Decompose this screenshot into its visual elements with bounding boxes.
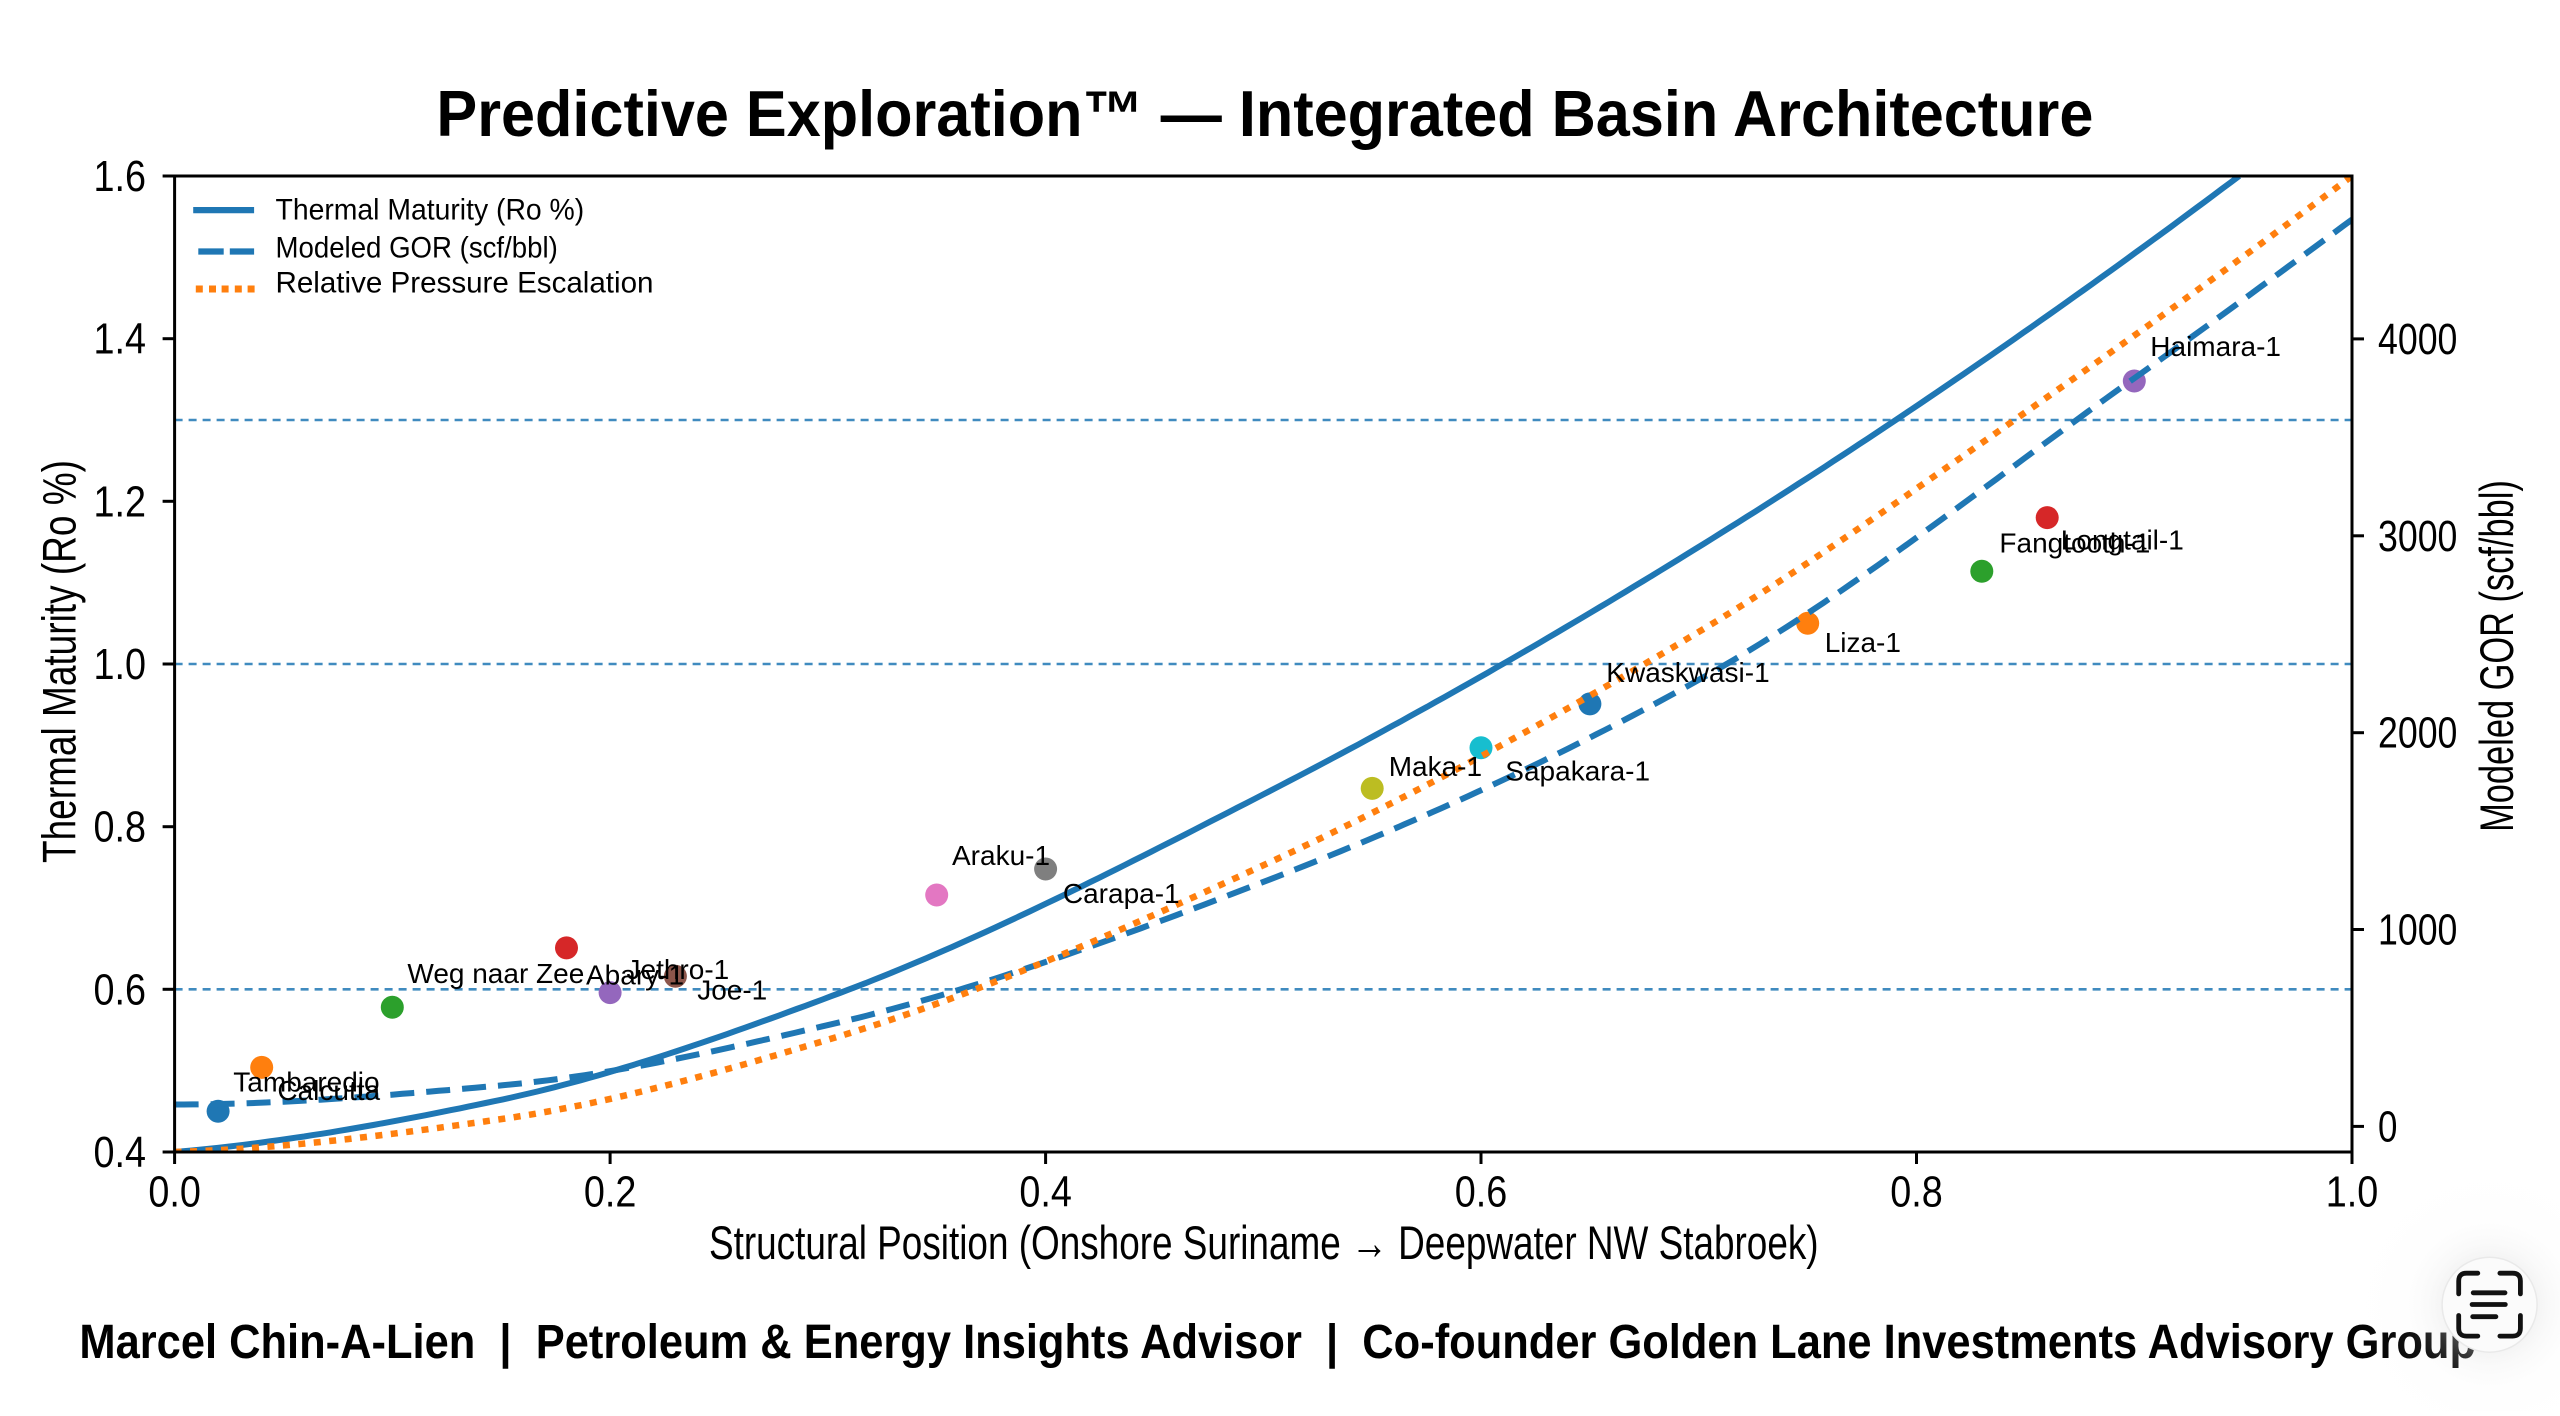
svg-text:Liza-1: Liza-1 bbox=[1825, 627, 1901, 658]
svg-text:Haimara-1: Haimara-1 bbox=[2150, 331, 2281, 362]
svg-text:0.6: 0.6 bbox=[94, 966, 147, 1014]
svg-text:0.4: 0.4 bbox=[94, 1129, 147, 1177]
svg-text:1.4: 1.4 bbox=[94, 316, 147, 364]
svg-text:Structural Position (Onshore S: Structural Position (Onshore Suriname → … bbox=[709, 1217, 1819, 1270]
svg-text:1.0: 1.0 bbox=[94, 641, 147, 689]
svg-text:1.6: 1.6 bbox=[94, 153, 147, 201]
svg-text:Araku-1: Araku-1 bbox=[952, 840, 1050, 871]
svg-text:0.6: 0.6 bbox=[1455, 1169, 1508, 1217]
svg-text:Maka-1: Maka-1 bbox=[1389, 751, 1482, 782]
svg-text:4000: 4000 bbox=[2378, 316, 2457, 364]
svg-text:Predictive Exploration™ — Inte: Predictive Exploration™ — Integrated Bas… bbox=[436, 77, 2093, 150]
svg-text:Kwaskwasi-1: Kwaskwasi-1 bbox=[1606, 657, 1769, 688]
svg-text:0.0: 0.0 bbox=[148, 1169, 201, 1217]
svg-text:0.4: 0.4 bbox=[1019, 1169, 1072, 1217]
svg-text:0.2: 0.2 bbox=[584, 1169, 637, 1217]
svg-text:Calcutta: Calcutta bbox=[277, 1075, 380, 1106]
svg-text:Fangtooth-1: Fangtooth-1 bbox=[1999, 527, 2150, 558]
svg-text:Weg naar Zee: Weg naar Zee bbox=[407, 958, 584, 989]
svg-text:Modeled GOR (scf/bbl): Modeled GOR (scf/bbl) bbox=[2471, 480, 2524, 832]
svg-text:3000: 3000 bbox=[2378, 513, 2457, 561]
svg-text:Thermal Maturity (Ro %): Thermal Maturity (Ro %) bbox=[34, 460, 87, 863]
svg-text:1.0: 1.0 bbox=[2326, 1169, 2379, 1217]
svg-text:Marcel Chin-A-Lien | Petrole: Marcel Chin-A-Lien | Petroleum & Energy … bbox=[79, 1316, 2476, 1369]
svg-text:0.8: 0.8 bbox=[94, 804, 147, 852]
svg-text:Jethro-1: Jethro-1 bbox=[627, 954, 730, 985]
svg-text:Thermal Maturity (Ro %): Thermal Maturity (Ro %) bbox=[276, 193, 585, 226]
svg-text:Abary-1: Abary-1 bbox=[586, 959, 684, 990]
svg-text:0.8: 0.8 bbox=[1890, 1169, 1943, 1217]
svg-text:1.2: 1.2 bbox=[94, 478, 147, 526]
svg-text:Modeled GOR (scf/bbl): Modeled GOR (scf/bbl) bbox=[276, 232, 558, 265]
svg-text:Sapakara-1: Sapakara-1 bbox=[1505, 755, 1650, 786]
svg-text:Tambaredjo: Tambaredjo bbox=[233, 1067, 379, 1098]
svg-text:Relative Pressure Escalation: Relative Pressure Escalation bbox=[276, 267, 654, 300]
svg-text:Carapa-1: Carapa-1 bbox=[1063, 878, 1180, 909]
svg-text:2000: 2000 bbox=[2378, 710, 2457, 758]
svg-text:Longtail-1: Longtail-1 bbox=[2061, 524, 2184, 555]
svg-text:Joe-1: Joe-1 bbox=[697, 975, 767, 1006]
svg-text:0: 0 bbox=[2378, 1103, 2397, 1151]
svg-text:1000: 1000 bbox=[2378, 907, 2457, 955]
